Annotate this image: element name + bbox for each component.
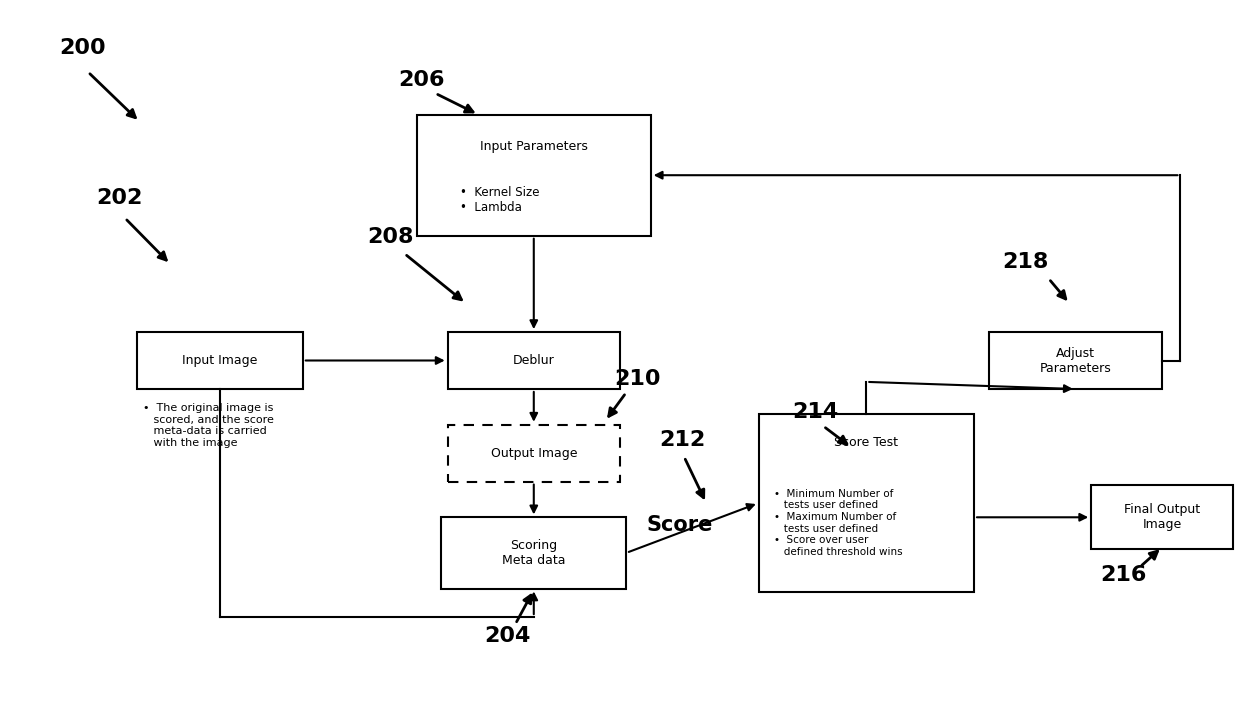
Text: Input Image: Input Image <box>182 354 258 367</box>
Text: 212: 212 <box>660 430 706 450</box>
Text: 200: 200 <box>60 38 107 58</box>
Bar <box>448 425 620 482</box>
Text: Final Output
Image: Final Output Image <box>1123 503 1200 531</box>
Text: 204: 204 <box>485 626 531 646</box>
Text: Output Image: Output Image <box>491 446 577 460</box>
Text: Score: Score <box>647 515 713 535</box>
Bar <box>1091 485 1233 549</box>
Text: Input Parameters: Input Parameters <box>480 140 588 153</box>
Bar <box>759 414 975 592</box>
Bar <box>417 115 651 236</box>
Text: Score Test: Score Test <box>835 436 898 449</box>
Text: Deblur: Deblur <box>513 354 554 367</box>
Text: 206: 206 <box>398 70 445 90</box>
Text: 214: 214 <box>792 402 838 422</box>
Bar <box>448 332 620 389</box>
Bar <box>441 517 626 588</box>
Text: Scoring
Meta data: Scoring Meta data <box>502 539 565 567</box>
Bar <box>990 332 1162 389</box>
Bar <box>136 332 303 389</box>
Text: •  Kernel Size
•  Lambda: • Kernel Size • Lambda <box>460 186 539 214</box>
Text: 202: 202 <box>97 187 143 208</box>
Text: 210: 210 <box>614 369 661 389</box>
Text: •  The original image is
   scored, and the score
   meta-data is carried
   wit: • The original image is scored, and the … <box>143 403 274 448</box>
Text: 208: 208 <box>367 227 414 247</box>
Text: 216: 216 <box>1100 565 1147 585</box>
Text: 218: 218 <box>1002 252 1048 272</box>
Text: Adjust
Parameters: Adjust Parameters <box>1040 347 1111 374</box>
Text: •  Minimum Number of
   tests user defined
•  Maximum Number of
   tests user de: • Minimum Number of tests user defined •… <box>774 489 903 557</box>
